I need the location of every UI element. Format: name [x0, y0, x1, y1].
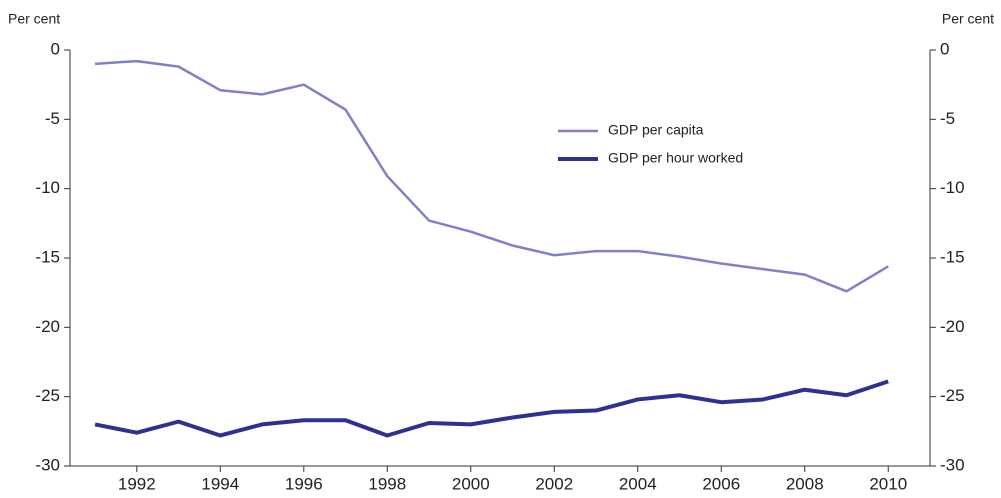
y2-axis-label: Per cent: [942, 11, 994, 27]
x-tick-label: 1996: [285, 474, 323, 493]
x-tick-label: 2010: [869, 474, 907, 493]
x-tick-label: 2000: [452, 474, 490, 493]
y-tick-label: -15: [35, 247, 60, 266]
y2-tick-label: -10: [940, 178, 965, 197]
y-tick-label: -20: [35, 317, 60, 336]
y2-tick-label: 0: [940, 39, 949, 58]
x-tick-label: 2004: [619, 474, 657, 493]
legend-label: GDP per hour worked: [608, 150, 743, 166]
y2-tick-label: -30: [940, 455, 965, 474]
y2-tick-label: -5: [940, 109, 955, 128]
series-line: [94, 379, 889, 438]
y-tick-label: -5: [45, 109, 60, 128]
y2-tick-label: -15: [940, 247, 965, 266]
x-tick-label: 2002: [535, 474, 573, 493]
y2-tick-label: -20: [940, 317, 965, 336]
x-tick-label: 1994: [201, 474, 239, 493]
y-tick-label: -30: [35, 455, 60, 474]
y-axis-label: Per cent: [8, 11, 60, 27]
x-tick-label: 2008: [786, 474, 824, 493]
x-tick-label: 2006: [702, 474, 740, 493]
y-tick-label: -25: [35, 386, 60, 405]
x-tick-label: 1992: [118, 474, 156, 493]
y-tick-label: -10: [35, 178, 60, 197]
y2-tick-label: -25: [940, 386, 965, 405]
y-tick-label: 0: [51, 39, 60, 58]
series-line: [94, 59, 889, 293]
x-tick-label: 1998: [368, 474, 406, 493]
legend-label: GDP per capita: [608, 122, 704, 138]
